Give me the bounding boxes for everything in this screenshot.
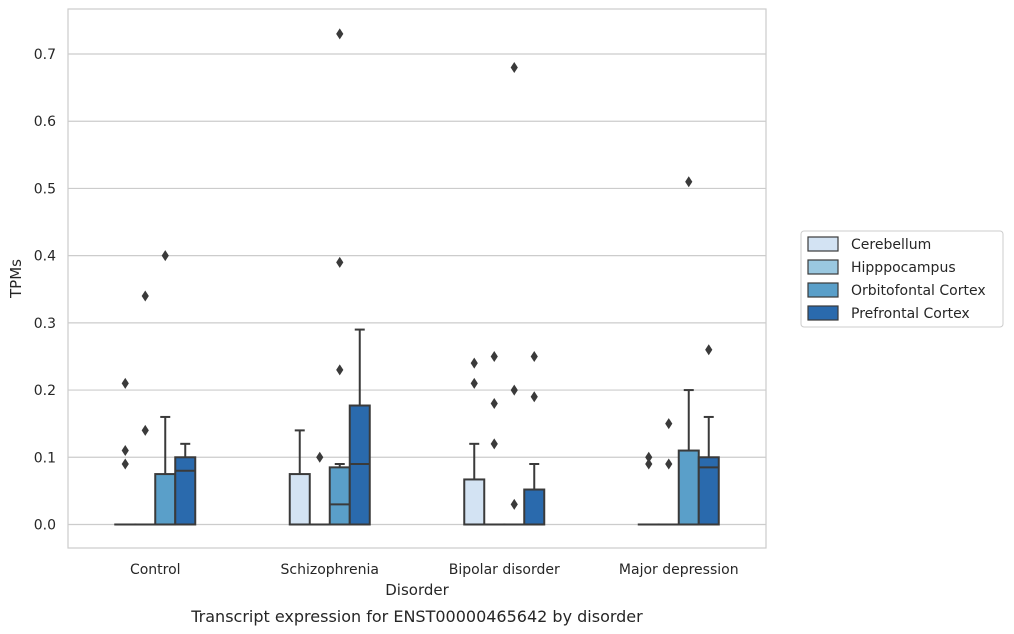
outlier-point xyxy=(490,438,498,450)
legend-label: Prefrontal Cortex xyxy=(851,306,970,322)
x-tick-label: Major depression xyxy=(619,562,739,578)
legend-label: Orbitofontal Cortex xyxy=(851,283,986,299)
box xyxy=(114,377,137,526)
y-tick-label: 0.4 xyxy=(34,249,56,265)
box xyxy=(463,357,486,526)
box xyxy=(348,328,371,526)
y-tick-label: 0.3 xyxy=(34,316,56,332)
outlier-point xyxy=(645,451,653,463)
outlier-point xyxy=(336,256,344,268)
x-tick-label: Control xyxy=(130,562,181,578)
plot-frame xyxy=(67,8,767,549)
x-tick-labels: Control Schizophrenia Bipolar disorder Majo… xyxy=(130,562,739,578)
series-hipppocampus xyxy=(134,290,680,526)
outlier-point xyxy=(510,61,518,73)
box xyxy=(503,61,526,526)
gridlines xyxy=(68,53,766,526)
box xyxy=(657,418,680,526)
box xyxy=(637,451,660,526)
box-body xyxy=(154,473,177,526)
series-cerebellum xyxy=(114,357,660,526)
legend-swatch xyxy=(807,259,839,275)
outlier-point xyxy=(510,498,518,510)
outlier-point xyxy=(470,377,478,389)
series-prefrontal-cortex xyxy=(174,328,720,526)
box-body xyxy=(697,456,720,526)
y-tick-label: 0.7 xyxy=(34,47,56,63)
legend-swatch xyxy=(807,305,839,321)
outlier-point xyxy=(645,458,653,470)
y-tick-label: 0.6 xyxy=(34,114,56,130)
outlier-point xyxy=(490,398,498,410)
legend-frame xyxy=(800,230,1004,328)
box xyxy=(483,350,506,526)
y-tick-label: 0.0 xyxy=(34,517,56,533)
outlier-point xyxy=(530,391,538,403)
outlier-point xyxy=(121,445,129,457)
box-series xyxy=(114,28,720,526)
outlier-point xyxy=(141,424,149,436)
outlier-point xyxy=(336,364,344,376)
outlier-point xyxy=(685,176,693,188)
box-body xyxy=(288,473,311,526)
chart-caption: Transcript expression for ENST0000046564… xyxy=(190,607,643,626)
legend-swatch xyxy=(807,236,839,252)
y-axis-title: TPMs xyxy=(7,259,25,299)
x-axis-title: Disorder xyxy=(385,581,449,599)
outlier-point xyxy=(665,458,673,470)
box xyxy=(134,290,157,526)
box xyxy=(174,442,197,526)
box-body xyxy=(523,488,546,526)
series-orbitofontal-cortex xyxy=(154,28,700,526)
outlier-point xyxy=(470,357,478,369)
box-body xyxy=(677,449,700,526)
x-tick-label: Schizophrenia xyxy=(281,562,379,578)
outlier-point xyxy=(510,384,518,396)
box xyxy=(308,451,331,526)
box xyxy=(328,28,351,526)
legend-swatch xyxy=(807,282,839,298)
y-tick-label: 0.2 xyxy=(34,383,56,399)
legend-label: Cerebellum xyxy=(851,237,931,253)
legend: Cerebellum Hipppocampus Orbitofontal Corte… xyxy=(800,230,1004,328)
box xyxy=(154,250,177,526)
box-body xyxy=(174,456,197,526)
outlier-point xyxy=(121,377,129,389)
box-body xyxy=(348,404,371,526)
legend-label: Hipppocampus xyxy=(851,260,956,276)
box-body xyxy=(328,466,351,526)
y-tick-label: 0.5 xyxy=(34,181,56,197)
outlier-point xyxy=(161,250,169,262)
outlier-point xyxy=(316,451,324,463)
box-body xyxy=(463,478,486,526)
outlier-point xyxy=(336,28,344,40)
outlier-point xyxy=(705,344,713,356)
outlier-point xyxy=(141,290,149,302)
box xyxy=(288,429,311,526)
y-tick-label: 0.1 xyxy=(34,450,56,466)
outlier-point xyxy=(490,350,498,362)
outlier-point xyxy=(121,458,129,470)
outlier-point xyxy=(530,350,538,362)
y-tick-labels: 0.0 0.1 0.2 0.3 0.4 0.5 0.6 0.7 xyxy=(34,47,56,533)
x-tick-label: Bipolar disorder xyxy=(449,562,560,578)
box xyxy=(697,344,720,526)
box xyxy=(523,350,546,526)
outlier-point xyxy=(665,418,673,430)
box xyxy=(677,176,700,526)
